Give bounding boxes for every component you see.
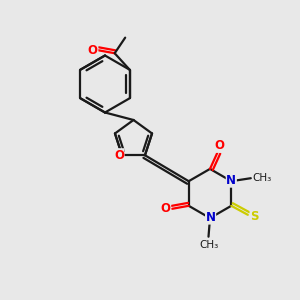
Text: N: N <box>206 211 216 224</box>
Text: O: O <box>88 44 98 57</box>
Text: O: O <box>214 139 224 152</box>
Text: CH₃: CH₃ <box>199 240 218 250</box>
Text: O: O <box>160 202 171 215</box>
Text: N: N <box>226 174 236 187</box>
Text: S: S <box>250 210 259 223</box>
Text: CH₃: CH₃ <box>252 173 272 183</box>
Text: O: O <box>114 149 124 162</box>
